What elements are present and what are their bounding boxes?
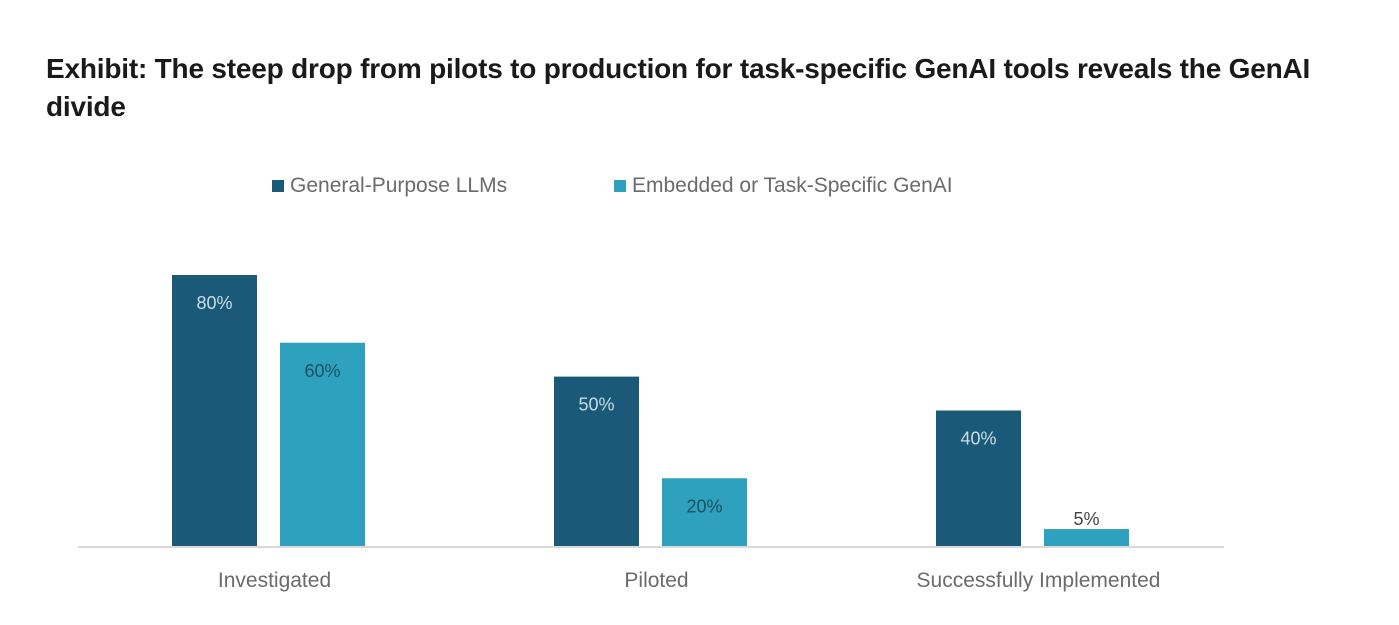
data-label-piloted-embedded-or-task-specific-genai: 20%	[686, 496, 722, 516]
chart-legend: General-Purpose LLMs Embedded or Task-Sp…	[0, 174, 1399, 204]
bar-successfully-implemented-embedded-or-task-specific-genai	[1044, 529, 1129, 546]
legend-label-general-purpose-llms: General-Purpose LLMs	[290, 174, 508, 197]
data-label-investigated-general-purpose-llms: 80%	[196, 293, 232, 313]
chart-title: Exhibit: The steep drop from pilots to p…	[46, 53, 1311, 122]
bar-successfully-implemented-general-purpose-llms	[936, 410, 1021, 546]
data-label-piloted-general-purpose-llms: 50%	[578, 395, 614, 415]
bar-investigated-embedded-or-task-specific-genai	[280, 342, 365, 546]
category-label-successfully-implemented: Successfully Implemented	[917, 569, 1161, 592]
data-label-successfully-implemented-embedded-or-task-specific-genai: 5%	[1073, 509, 1099, 529]
legend-item-embedded-task-specific-genai: Embedded or Task-Specific GenAI	[614, 174, 953, 198]
data-label-investigated-embedded-or-task-specific-genai: 60%	[304, 361, 340, 381]
legend-item-general-purpose-llms: General-Purpose LLMs	[272, 174, 507, 198]
legend-swatch-general-purpose-llms	[272, 180, 284, 192]
bar-piloted-embedded-or-task-specific-genai	[662, 478, 747, 546]
legend-swatch-embedded-task-specific-genai	[614, 180, 626, 192]
bar-investigated-general-purpose-llms	[172, 275, 257, 546]
category-label-investigated: Investigated	[218, 569, 331, 592]
legend-label-embedded-task-specific-genai: Embedded or Task-Specific GenAI	[632, 174, 953, 197]
bar-piloted-general-purpose-llms	[554, 376, 639, 546]
category-label-piloted: Piloted	[624, 569, 688, 592]
data-label-successfully-implemented-general-purpose-llms: 40%	[960, 429, 996, 449]
